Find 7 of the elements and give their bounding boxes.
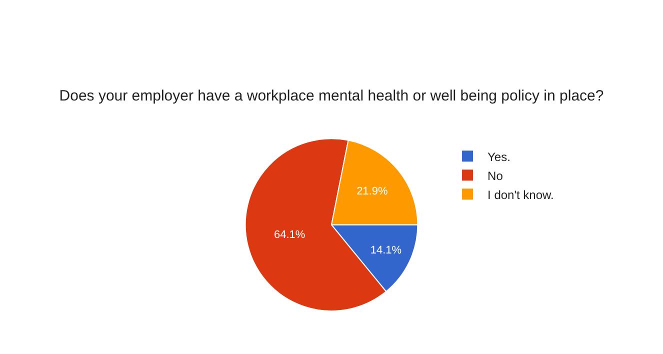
legend-label: Yes. xyxy=(488,150,510,164)
data-label: 14.1% xyxy=(370,244,402,257)
data-label: 21.9% xyxy=(356,185,388,198)
data-label: 64.1% xyxy=(274,229,306,242)
chart-title: Does your employer have a workplace mental health or well being policy in place? xyxy=(59,87,604,104)
legend-label: I don't know. xyxy=(488,188,554,202)
legend-label: No xyxy=(488,168,504,183)
